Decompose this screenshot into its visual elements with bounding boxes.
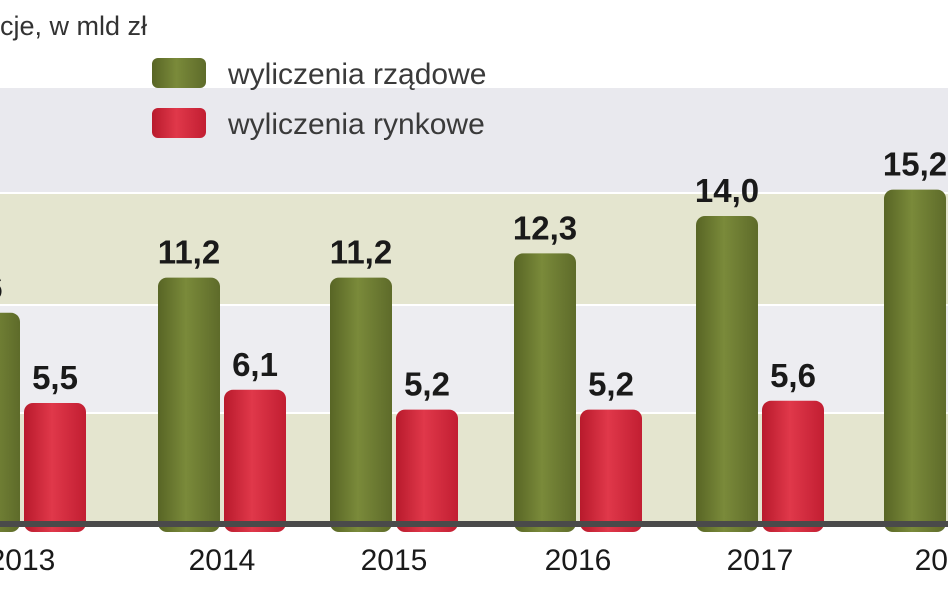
- bars-layer: [0, 189, 946, 532]
- legend: wyliczenia rządowe wyliczenia rynkowe: [152, 58, 486, 141]
- bar-rzadowe-value-2017: 14,0: [695, 172, 759, 209]
- chart-subtitle: cje, w mld zł: [0, 11, 147, 41]
- legend-label-rynkowe: wyliczenia rynkowe: [227, 108, 485, 141]
- bar-rynkowe-value-2016: 5,2: [588, 366, 634, 403]
- bar-rzadowe-2017: [696, 216, 758, 532]
- bar-rynkowe-2013: [24, 403, 86, 532]
- bar-rzadowe-2015: [330, 277, 392, 532]
- legend-swatch-rzadowe: [152, 58, 206, 88]
- bar-rzadowe-value-2013: ,6: [0, 269, 3, 306]
- bar-rzadowe-value-2018: 15,2: [883, 146, 947, 183]
- bar-rzadowe-value-2015: 11,2: [330, 234, 392, 271]
- x-tick-label-2015: 2015: [361, 544, 428, 577]
- x-axis-line: [0, 521, 948, 527]
- bar-rynkowe-value-2013: 5,5: [32, 359, 78, 396]
- bar-rynkowe-2014: [224, 389, 286, 532]
- bar-rzadowe-value-2014: 11,2: [158, 234, 220, 271]
- x-tick-label-2014: 2014: [189, 544, 256, 577]
- x-tick-label-2017: 2017: [727, 544, 794, 577]
- bar-rynkowe-value-2015: 5,2: [404, 366, 450, 403]
- bar-rynkowe-value-2014: 6,1: [232, 346, 278, 383]
- legend-label-rzadowe: wyliczenia rządowe: [227, 58, 486, 91]
- value-labels-layer: ,6 5,5 11,2 6,1 11,2 5,2 12,3 5,2 14,0 5,6 15,2: [0, 146, 947, 403]
- bar-rzadowe-2014: [158, 277, 220, 532]
- x-tick-label-2016: 2016: [545, 544, 612, 577]
- bar-rynkowe-2016: [580, 409, 642, 532]
- bar-rzadowe-2013: [0, 312, 20, 532]
- x-tick-label-2018: 2018: [915, 544, 948, 577]
- legend-swatch-rynkowe: [152, 108, 206, 138]
- bar-rzadowe-value-2016: 12,3: [513, 209, 577, 246]
- bar-rzadowe-2016: [514, 253, 576, 532]
- bar-rynkowe-2015: [396, 409, 458, 532]
- bar-rynkowe-2017: [762, 400, 824, 532]
- bar-rynkowe-value-2017: 5,6: [770, 357, 816, 394]
- bar-rzadowe-2018: [884, 189, 946, 532]
